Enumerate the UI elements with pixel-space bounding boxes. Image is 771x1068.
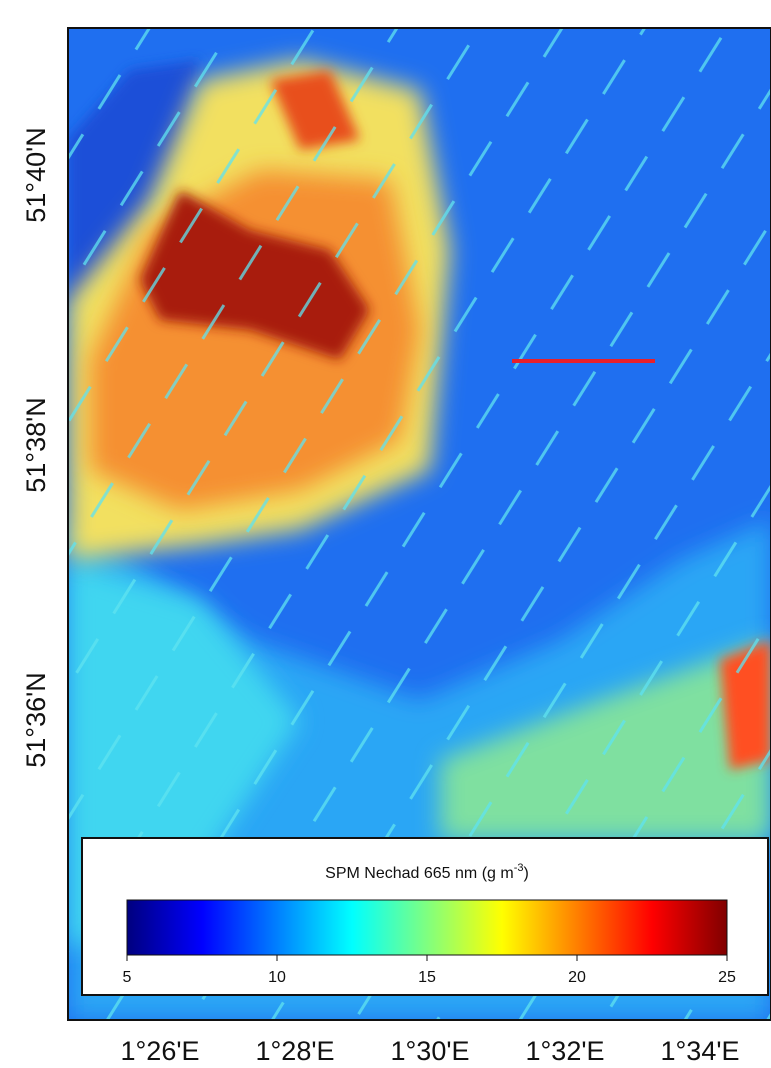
colorbar-tick-label: 5 (123, 969, 132, 986)
colorbar-tick-label: 20 (568, 969, 586, 986)
colorbar-legend: SPM Nechad 665 nm (g m-3) 5 10 15 20 25 (82, 838, 768, 995)
lat-label: 51°40'N (21, 127, 51, 223)
page: 51°40'N 51°38'N 51°36'N 1°26'E 1°28'E 1°… (0, 0, 771, 1068)
colorbar-title: SPM Nechad 665 nm (g m-3) (325, 862, 529, 882)
colorbar-tick-label: 10 (268, 969, 286, 986)
lon-label: 1°30'E (390, 1036, 469, 1066)
lon-label: 1°28'E (255, 1036, 334, 1066)
colorbar (127, 900, 727, 955)
colorbar-tick-label: 15 (418, 969, 436, 986)
lon-label: 1°26'E (120, 1036, 199, 1066)
lat-label: 51°36'N (21, 672, 51, 768)
lat-label: 51°38'N (21, 397, 51, 493)
lon-label: 1°34'E (660, 1036, 739, 1066)
colorbar-title-sup: -3 (514, 862, 524, 874)
colorbar-title-end: ) (523, 865, 528, 882)
colorbar-tick-label: 25 (718, 969, 736, 986)
figure: 51°40'N 51°38'N 51°36'N 1°26'E 1°28'E 1°… (0, 0, 771, 1068)
lon-label: 1°32'E (525, 1036, 604, 1066)
colorbar-title-main: SPM Nechad 665 nm (g m (325, 865, 514, 882)
